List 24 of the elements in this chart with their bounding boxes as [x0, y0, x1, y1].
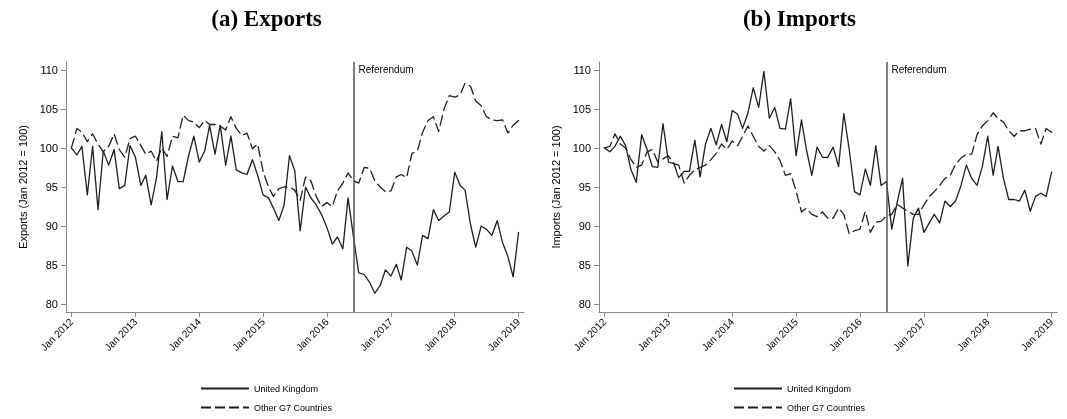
ref-line-label: Referendum: [891, 63, 947, 75]
y-axis-title: Imports (Jan 2012 = 100): [549, 125, 562, 249]
y-tick-label: 80: [45, 298, 58, 311]
y-tick-label: 105: [572, 102, 591, 115]
legend-label: Other G7 Countries: [786, 402, 866, 413]
chart-title: (b) Imports: [742, 6, 857, 31]
chart-title: (a) Exports: [211, 6, 322, 31]
y-tick-label: 90: [45, 220, 58, 233]
y-tick-label: 110: [573, 63, 591, 76]
y-tick-label: 100: [39, 141, 58, 154]
y-tick-label: 80: [578, 298, 591, 311]
y-tick-label: 105: [39, 102, 58, 115]
y-tick-label: 95: [45, 181, 58, 193]
legend-label: United Kingdom: [253, 383, 319, 394]
y-tick-label: 100: [572, 141, 591, 154]
legend-label: Other G7 Countries: [253, 402, 333, 413]
ref-line-label: Referendum: [358, 63, 414, 75]
y-tick-label: 95: [578, 181, 591, 193]
y-tick-label: 90: [578, 220, 591, 233]
y-tick-label: 85: [45, 259, 58, 272]
legend-label: United Kingdom: [786, 383, 852, 394]
y-tick-label: 85: [578, 259, 591, 272]
y-tick-label: 110: [40, 63, 58, 76]
y-axis-title: Exports (Jan 2012 = 100): [16, 125, 29, 249]
